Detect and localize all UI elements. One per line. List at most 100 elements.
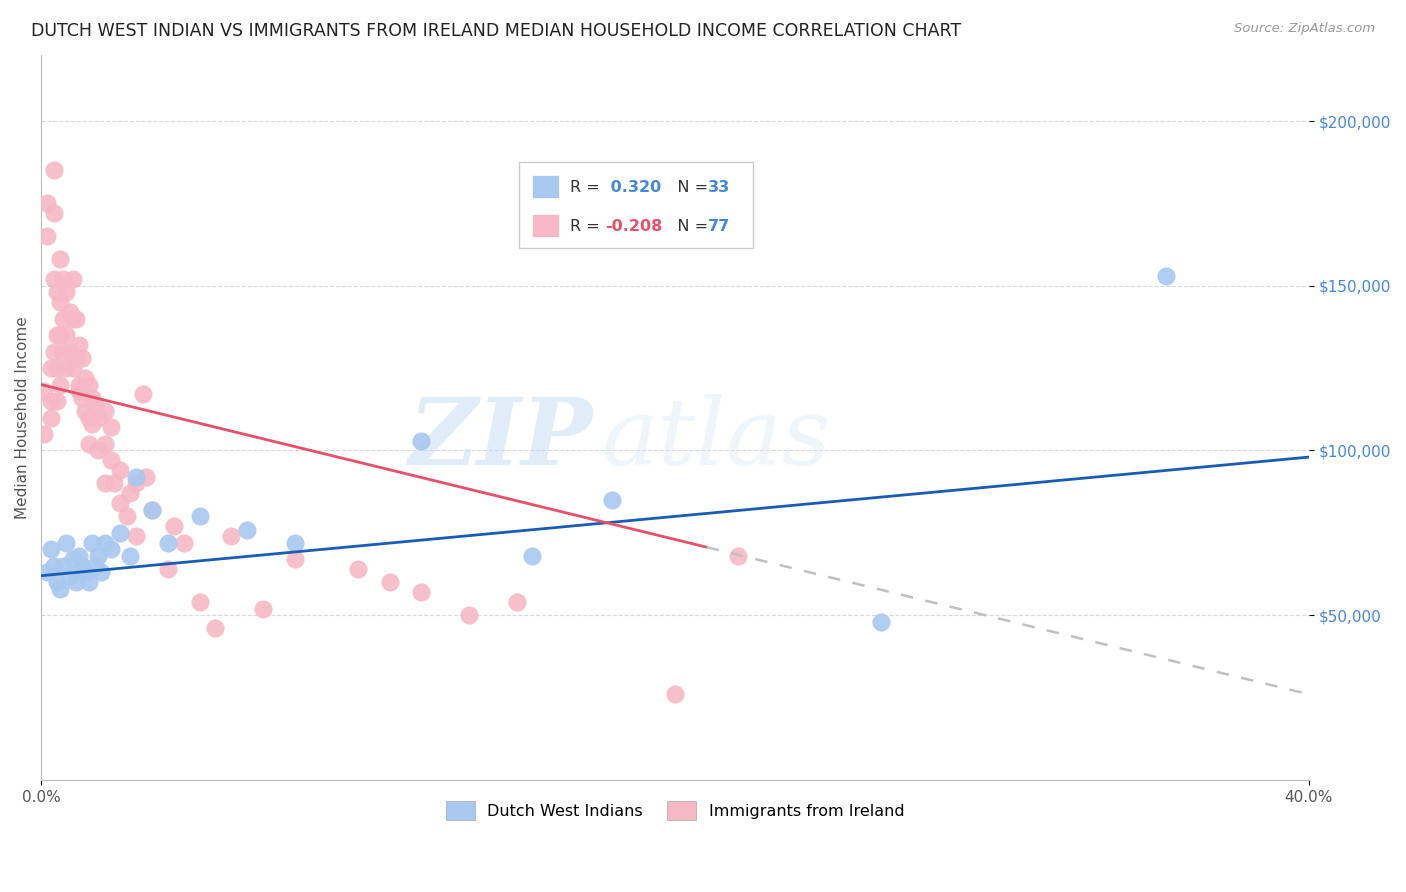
Point — [46, 394, 69, 409]
Point — [522, 549, 544, 563]
Text: 0.320: 0.320 — [606, 180, 662, 195]
Point — [77, 437, 100, 451]
Text: atlas: atlas — [602, 394, 831, 484]
Point — [141, 503, 163, 517]
Point — [284, 535, 307, 549]
Point — [42, 344, 65, 359]
Text: Source: ZipAtlas.com: Source: ZipAtlas.com — [1234, 22, 1375, 36]
Point — [156, 535, 179, 549]
Text: N =: N = — [662, 180, 713, 195]
Point — [103, 476, 125, 491]
Point — [55, 361, 77, 376]
Point — [49, 295, 72, 310]
Point — [52, 344, 75, 359]
Point — [49, 252, 72, 267]
Point — [46, 285, 69, 300]
Point — [118, 486, 141, 500]
Point — [55, 328, 77, 343]
Point — [115, 509, 138, 524]
Point — [664, 687, 686, 701]
Point — [100, 542, 122, 557]
Point — [39, 361, 62, 376]
Point — [125, 529, 148, 543]
Text: -0.208: -0.208 — [606, 219, 662, 234]
Text: R =: R = — [571, 180, 605, 195]
Point — [284, 552, 307, 566]
Point — [600, 492, 623, 507]
Point — [93, 476, 115, 491]
Point — [125, 476, 148, 491]
Point — [46, 328, 69, 343]
Point — [727, 549, 749, 563]
Point — [77, 575, 100, 590]
Point — [236, 523, 259, 537]
Point — [84, 558, 107, 573]
Point — [62, 552, 84, 566]
Point — [80, 535, 103, 549]
Point — [93, 535, 115, 549]
Point — [42, 206, 65, 220]
Point — [46, 361, 69, 376]
Point — [870, 615, 893, 629]
Point — [163, 519, 186, 533]
Point — [42, 163, 65, 178]
Point — [75, 566, 97, 580]
Point — [77, 377, 100, 392]
Point — [141, 503, 163, 517]
Point — [62, 272, 84, 286]
Point — [67, 377, 90, 392]
Point — [65, 311, 87, 326]
Point — [52, 558, 75, 573]
Point — [80, 417, 103, 431]
Point — [59, 344, 82, 359]
Point — [65, 575, 87, 590]
Point — [110, 463, 132, 477]
Point — [49, 328, 72, 343]
Point — [42, 558, 65, 573]
Point — [62, 361, 84, 376]
Point — [87, 549, 110, 563]
Point — [188, 595, 211, 609]
Text: ZIP: ZIP — [408, 394, 592, 484]
Y-axis label: Median Household Income: Median Household Income — [15, 316, 30, 519]
Point — [37, 196, 59, 211]
Point — [87, 443, 110, 458]
Point — [52, 311, 75, 326]
Point — [72, 391, 94, 405]
Point — [84, 397, 107, 411]
Point — [39, 410, 62, 425]
Point — [37, 566, 59, 580]
Point — [93, 437, 115, 451]
Point — [204, 621, 226, 635]
Point — [80, 391, 103, 405]
Point — [125, 470, 148, 484]
Point — [49, 582, 72, 596]
Point — [72, 351, 94, 366]
Point — [67, 384, 90, 399]
Point — [219, 529, 242, 543]
Point — [90, 566, 112, 580]
Point — [46, 575, 69, 590]
Point — [37, 229, 59, 244]
Point — [131, 387, 153, 401]
Text: R =: R = — [571, 219, 605, 234]
Point — [72, 558, 94, 573]
Legend: Dutch West Indians, Immigrants from Ireland: Dutch West Indians, Immigrants from Irel… — [440, 795, 911, 826]
Point — [110, 525, 132, 540]
Point — [32, 384, 55, 399]
Point — [458, 608, 481, 623]
Point — [411, 585, 433, 599]
Point — [55, 535, 77, 549]
Point — [62, 311, 84, 326]
Point — [87, 410, 110, 425]
Point — [67, 338, 90, 352]
Point — [347, 562, 370, 576]
Point — [188, 509, 211, 524]
Text: 77: 77 — [709, 219, 730, 234]
Point — [59, 568, 82, 582]
Point — [135, 470, 157, 484]
Point — [411, 434, 433, 448]
Point — [67, 549, 90, 563]
Point — [75, 371, 97, 385]
Point — [173, 535, 195, 549]
